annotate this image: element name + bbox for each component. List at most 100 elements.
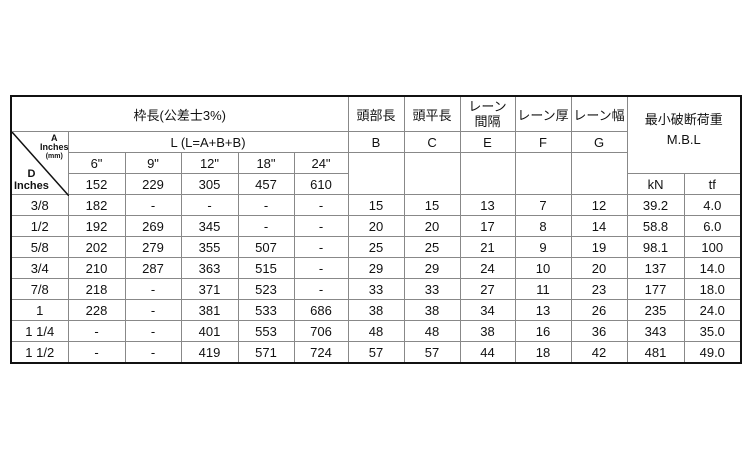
col-e-header: E [459, 131, 516, 153]
value-cell: 38 [459, 320, 516, 342]
value-cell: - [293, 236, 349, 258]
head-length-header: 頭部長 [347, 95, 405, 132]
table-row: 1 228-381 533 686 38 38 34 13 26 235 24.0 [10, 299, 742, 321]
value-cell: 7 [514, 194, 572, 216]
tf-header: tf [683, 173, 742, 195]
value-cell: 14 [570, 215, 628, 237]
length-mm-header: 610 [293, 173, 349, 195]
value-cell: 57 [347, 341, 405, 364]
diagonal-line [12, 132, 69, 196]
value-cell: 724 [293, 341, 349, 364]
length-inch-header: 9" [124, 152, 182, 174]
value-cell: 25 [403, 236, 461, 258]
table-row: 3/4 210 287 363 515-29 29 24 10 20 137 14.0 [10, 257, 742, 279]
length-mm-header: 229 [124, 173, 182, 195]
value-cell: 17 [459, 215, 516, 237]
value-cell: 48 [347, 320, 405, 342]
value-cell: 177 [626, 278, 685, 300]
value-cell: 98.1 [626, 236, 685, 258]
value-cell: 8 [514, 215, 572, 237]
value-cell: 218 [67, 278, 126, 300]
value-cell: 24.0 [683, 299, 742, 321]
value-cell: 515 [237, 257, 295, 279]
length-mm-header: 152 [67, 173, 126, 195]
length-mm-header: 305 [180, 173, 239, 195]
length-inch-header: 6" [67, 152, 126, 174]
value-cell: 15 [347, 194, 405, 216]
col-c-header: C [403, 131, 461, 153]
value-cell: 100 [683, 236, 742, 258]
value-cell: 345 [180, 215, 239, 237]
value-cell: 49.0 [683, 341, 742, 364]
value-cell: - [124, 278, 182, 300]
value-cell: 48 [403, 320, 461, 342]
size-cell: 1/2 [10, 215, 69, 237]
value-cell: 33 [347, 278, 405, 300]
size-cell: 1 1/2 [10, 341, 69, 364]
empty-cell [514, 152, 572, 195]
value-cell: - [293, 215, 349, 237]
size-cell: 3/8 [10, 194, 69, 216]
empty-cell [347, 152, 405, 195]
value-cell: 58.8 [626, 215, 685, 237]
value-cell: 29 [403, 257, 461, 279]
value-cell: 13 [459, 194, 516, 216]
value-cell: 38 [403, 299, 461, 321]
value-cell: 19 [570, 236, 628, 258]
value-cell: - [237, 215, 295, 237]
value-cell: 235 [626, 299, 685, 321]
empty-cell [459, 152, 516, 195]
value-cell: 481 [626, 341, 685, 364]
mbl-label: M.B.L [666, 132, 701, 147]
table-row: 5/8 202 279 355 507-25 25 21 9 19 98.1 100 [10, 236, 742, 258]
value-cell: 419 [180, 341, 239, 364]
value-cell: 706 [293, 320, 349, 342]
d-inches-label: D Inches [14, 168, 49, 192]
value-cell: 44 [459, 341, 516, 364]
value-cell: 16 [514, 320, 572, 342]
value-cell: 355 [180, 236, 239, 258]
value-cell: 25 [347, 236, 405, 258]
value-cell: 137 [626, 257, 685, 279]
spec-table: 枠長(公差士3%) 頭部長 頭平長 レーン間隔 レーン厚 レーン幅 最小破断荷重… [10, 95, 743, 364]
length-mm-header: 457 [237, 173, 295, 195]
mbl-jp-label: 最小破断荷重 [644, 112, 723, 127]
diagonal-header-cell: A Inches (mm) D Inches [10, 131, 69, 196]
lane-width-header: レーン幅 [570, 95, 628, 132]
length-inch-header: 18" [237, 152, 295, 174]
value-cell: 202 [67, 236, 126, 258]
value-cell: 401 [180, 320, 239, 342]
value-cell: 571 [237, 341, 295, 364]
table-row: 1/2 192 269 345- -20 20 17 8 14 58.8 6.0 [10, 215, 742, 237]
kn-header: kN [626, 173, 685, 195]
value-cell: 35.0 [683, 320, 742, 342]
length-inch-header: 12" [180, 152, 239, 174]
table-row: 7/8 218-371 523-33 33 27 11 23 177 18.0 [10, 278, 742, 300]
col-b-header: B [347, 131, 405, 153]
empty-cell [403, 152, 461, 195]
value-cell: 9 [514, 236, 572, 258]
value-cell: 14.0 [683, 257, 742, 279]
length-inch-header: 24" [293, 152, 349, 174]
value-cell: 371 [180, 278, 239, 300]
value-cell: - [293, 278, 349, 300]
value-cell: 210 [67, 257, 126, 279]
value-cell: 287 [124, 257, 182, 279]
value-cell: - [237, 194, 295, 216]
value-cell: - [293, 257, 349, 279]
value-cell: - [124, 299, 182, 321]
value-cell: 269 [124, 215, 182, 237]
value-cell: 18 [514, 341, 572, 364]
value-cell: 20 [403, 215, 461, 237]
value-cell: 42 [570, 341, 628, 364]
value-cell: 15 [403, 194, 461, 216]
value-cell: - [180, 194, 239, 216]
value-cell: 10 [514, 257, 572, 279]
head-flat-length-header: 頭平長 [403, 95, 461, 132]
value-cell: - [67, 320, 126, 342]
value-cell: 6.0 [683, 215, 742, 237]
table-row: 1 1/2- -419 571 724 57 57 44 18 42 481 49.0 [10, 341, 742, 364]
value-cell: - [124, 320, 182, 342]
value-cell: - [124, 194, 182, 216]
value-cell: 27 [459, 278, 516, 300]
